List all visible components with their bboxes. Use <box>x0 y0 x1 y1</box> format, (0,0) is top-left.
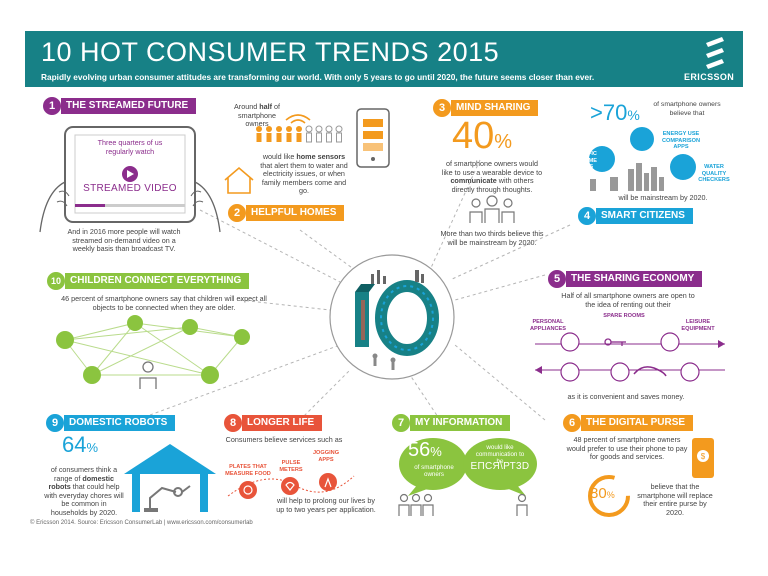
trend-5-item-3: LEISURE EQUIPMENT <box>681 319 715 332</box>
trend-8-number: 8 <box>224 414 242 432</box>
page-subtitle: Rapidly evolving urban consumer attitude… <box>41 72 595 82</box>
people-row-icon <box>256 125 343 143</box>
trend-8-badge: 8 LONGER LIFE <box>224 414 323 432</box>
trend-9-stat: 64% <box>62 432 99 457</box>
trend-9-badge: 9 DOMESTIC ROBOTS <box>46 414 176 432</box>
trend-8-text-2: will help to prolong our lives by up to … <box>276 496 376 514</box>
trend-6-badge: 6 THE DIGITAL PURSE <box>563 414 694 432</box>
trend-1-badge: 1 THE STREAMED FUTURE <box>43 97 197 115</box>
trend-3-stat: 40% <box>452 115 513 157</box>
trend-4-stat: >70% <box>590 100 640 125</box>
trend-9-text: of consumers think a range of domestic r… <box>44 465 124 517</box>
trend-7-number: 7 <box>392 414 410 432</box>
trend-4-text: will be mainstream by 2020. <box>618 193 708 202</box>
trend-8-title: LONGER LIFE <box>242 415 323 431</box>
trend-5-badge: 5 THE SHARING ECONOMY <box>548 270 703 288</box>
health-apps-icon <box>227 473 355 499</box>
house-icon <box>224 166 254 194</box>
trend-9-number: 9 <box>46 414 64 432</box>
trend-1-text: And in 2016 more people will watch strea… <box>67 227 181 254</box>
trend-5-number: 5 <box>548 270 566 288</box>
trend-5-text: Half of all smartphone owners are open t… <box>561 291 695 309</box>
trend-4-app-3: WATER QUALITY CHECKERS <box>698 164 730 183</box>
trend-1-title: THE STREAMED FUTURE <box>61 98 197 114</box>
trend-1-tablet-label: STREAMED VIDEO <box>83 183 177 194</box>
smart-city-apps-icon <box>589 127 696 191</box>
footer-source: © Ericsson 2014. Source: Ericsson Consum… <box>30 520 253 526</box>
trend-3-title: MIND SHARING <box>451 100 539 116</box>
trend-10-text: 46 percent of smartphone owners say that… <box>61 294 267 312</box>
trend-10-badge: 10 CHILDREN CONNECT EVERYTHING <box>47 272 250 290</box>
speech-bubbles-icon <box>399 438 537 496</box>
trend-3-number: 3 <box>433 99 451 117</box>
trend-8-item-3: JOGGING APPS <box>312 450 340 463</box>
ericsson-logo-icon <box>706 37 724 69</box>
trend-5-text-2: as it is convenient and saves money. <box>567 392 685 401</box>
trend-7-text: would like communication to be <box>475 444 525 465</box>
trend-10-number: 10 <box>47 272 65 290</box>
trend-8-text: Consumers believe services such as <box>225 435 343 444</box>
trend-4-app-1: ENERGY USE COMPARISON APPS <box>661 131 701 150</box>
trend-2-number: 2 <box>228 204 246 222</box>
trend-2-title: HELPFUL HOMES <box>246 205 345 221</box>
trend-2-badge: 2 HELPFUL HOMES <box>228 204 345 222</box>
wallet-phone-icon: $ <box>692 438 714 478</box>
robot-house-icon <box>124 444 216 512</box>
trend-7-title: MY INFORMATION <box>410 415 511 431</box>
trend-1-tablet-text: Three quarters of us regularly watch <box>97 138 163 156</box>
trend-6-text-2: believe that the smartphone will replace… <box>637 482 713 517</box>
trend-4-badge: 4 SMART CITIZENS <box>578 207 693 225</box>
header-banner: 10 HOT CONSUMER TRENDS 2015 Rapidly evol… <box>25 31 743 87</box>
people-group-icon <box>398 493 528 516</box>
trend-7-badge: 7 MY INFORMATION <box>392 414 511 432</box>
center-10-illustration-icon <box>329 254 455 380</box>
trend-4-title: SMART CITIZENS <box>596 208 693 224</box>
trend-7-stat: 56% <box>408 439 442 461</box>
trend-5-title: THE SHARING ECONOMY <box>566 271 703 287</box>
logo-text: ERICSSON <box>684 72 735 82</box>
trend-4-intro: of smartphone owners believe that <box>653 101 721 117</box>
connected-objects-network-icon <box>56 315 250 389</box>
percent-ring-icon <box>588 475 630 517</box>
trend-3-text: of smartphone owners would like to use a… <box>441 159 543 194</box>
trend-2-intro: Around half of smartphone owners <box>234 102 280 129</box>
trend-3-badge: 3 MIND SHARING <box>433 99 539 117</box>
smartphone-icon <box>356 108 390 168</box>
tablet-hands-icon <box>39 126 221 233</box>
trend-6-title: THE DIGITAL PURSE <box>581 415 694 431</box>
trend-10-title: CHILDREN CONNECT EVERYTHING <box>65 273 250 289</box>
page-title: 10 HOT CONSUMER TRENDS 2015 <box>41 37 500 67</box>
trend-8-item-2: PULSE METERS <box>279 460 303 473</box>
trend-7-glyph: ЕПСЯ\РТ3D <box>470 461 530 472</box>
trend-3-bottom-text: More than two thirds believe this will b… <box>440 229 544 247</box>
trend-5-item-1: PERSONAL APPLIANCES <box>529 319 567 332</box>
trend-4-app-2: TRAFFIC VOLUME MAPS <box>573 151 597 170</box>
trend-2-text: would like home sensors that alert them … <box>260 152 348 196</box>
trend-4-number: 4 <box>578 207 596 225</box>
group-people-icon <box>469 195 515 223</box>
trend-9-title: DOMESTIC ROBOTS <box>64 415 176 431</box>
trend-1-number: 1 <box>43 97 61 115</box>
trend-6-stat: 80% <box>590 485 615 502</box>
svg-text:$: $ <box>701 452 706 461</box>
sharing-cycle-icon <box>535 332 725 382</box>
trend-7-bubble-text: of smartphone owners <box>414 464 454 478</box>
wifi-icon <box>285 114 311 124</box>
trend-6-number: 6 <box>563 414 581 432</box>
trend-8-item-1: PLATES THAT MEASURE FOOD <box>225 464 271 477</box>
trend-6-text: 48 percent of smartphone owners would pr… <box>566 435 688 462</box>
trend-5-item-2: SPARE ROOMS <box>603 313 645 319</box>
